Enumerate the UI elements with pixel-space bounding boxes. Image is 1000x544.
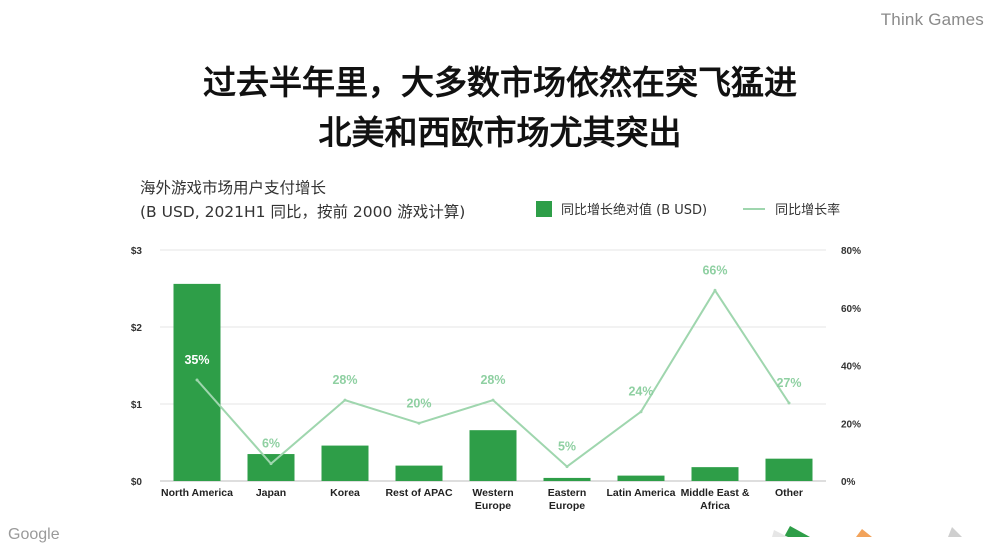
data-label: 28% — [480, 373, 505, 387]
data-label: 24% — [628, 385, 653, 399]
line-point — [343, 398, 347, 402]
bar — [543, 477, 591, 481]
bar — [173, 283, 221, 481]
deco-triangle-orange — [856, 529, 872, 537]
y-right-tick-label: 40% — [841, 362, 861, 373]
line-point — [269, 462, 273, 466]
y-right-tick-label: 80% — [841, 246, 861, 257]
bar — [617, 475, 665, 481]
x-tick-label: Europe — [549, 500, 585, 512]
x-tick-label: Japan — [256, 487, 286, 499]
chart-legend: 同比增长绝对值 (B USD) 同比增长率 — [536, 199, 840, 218]
y-left-tick-label: $0 — [131, 477, 143, 488]
y-left-tick-label: $3 — [131, 246, 143, 257]
data-label: 20% — [406, 396, 431, 410]
data-label: 5% — [558, 440, 576, 454]
deco-triangle-green — [784, 526, 810, 537]
chart-heading: 海外游戏市场用户支付增长 (B USD, 2021H1 同比，按前 2000 游… — [140, 176, 465, 224]
bar — [395, 465, 443, 481]
x-tick-label: Western — [472, 487, 513, 499]
deco-triangle-light — [948, 527, 962, 537]
y-left-tick-label: $2 — [131, 323, 143, 334]
line-point — [491, 398, 495, 402]
x-tick-label: Africa — [700, 500, 730, 512]
x-tick-label: Other — [775, 487, 803, 499]
line-point — [787, 401, 791, 405]
bar — [247, 454, 295, 481]
line-point — [565, 465, 569, 469]
x-tick-label: Latin America — [606, 487, 675, 499]
y-left-tick-label: $1 — [131, 400, 143, 411]
corner-decoration — [772, 526, 962, 537]
x-tick-label: Korea — [330, 487, 360, 499]
data-label: 66% — [702, 263, 727, 277]
legend-line-label: 同比增长率 — [775, 203, 841, 218]
y-right-tick-label: 0% — [841, 477, 856, 488]
bar — [691, 467, 739, 481]
y-right-tick-label: 60% — [841, 304, 861, 315]
y-right-tick-label: 20% — [841, 419, 861, 430]
chart-subtitle: (B USD, 2021H1 同比，按前 2000 游戏计算) — [140, 203, 466, 221]
brand-logo: Think Games — [880, 10, 984, 29]
bar — [321, 445, 369, 481]
line-point — [639, 410, 643, 414]
title-line-2: 北美和西欧市场尤其突出 — [318, 113, 682, 152]
x-tick-label: Eastern — [548, 487, 587, 499]
data-label: 6% — [262, 437, 280, 451]
data-label: 28% — [332, 373, 357, 387]
x-tick-label: Middle East & — [681, 487, 750, 499]
bar — [765, 458, 813, 481]
x-tick-label: North America — [161, 487, 233, 499]
legend-bar-swatch — [536, 200, 552, 217]
chart-title: 海外游戏市场用户支付增长 — [140, 179, 327, 197]
bar — [469, 430, 517, 481]
page-title: 过去半年里，大多数市场依然在突飞猛进 北美和西欧市场尤其突出 — [0, 58, 1000, 158]
line-point — [417, 421, 421, 425]
line-point — [195, 378, 199, 382]
legend-bar-label: 同比增长绝对值 (B USD) — [561, 203, 708, 218]
data-label: 35% — [184, 353, 209, 367]
x-tick-label: Europe — [475, 500, 511, 512]
data-label: 27% — [776, 376, 801, 390]
title-line-1: 过去半年里，大多数市场依然在突飞猛进 — [203, 63, 797, 102]
legend-line-swatch — [743, 207, 766, 210]
deco-triangle-grey — [772, 530, 788, 537]
line-point — [713, 288, 717, 292]
google-logo: Google — [8, 526, 60, 543]
x-tick-label: Rest of APAC — [385, 487, 453, 499]
